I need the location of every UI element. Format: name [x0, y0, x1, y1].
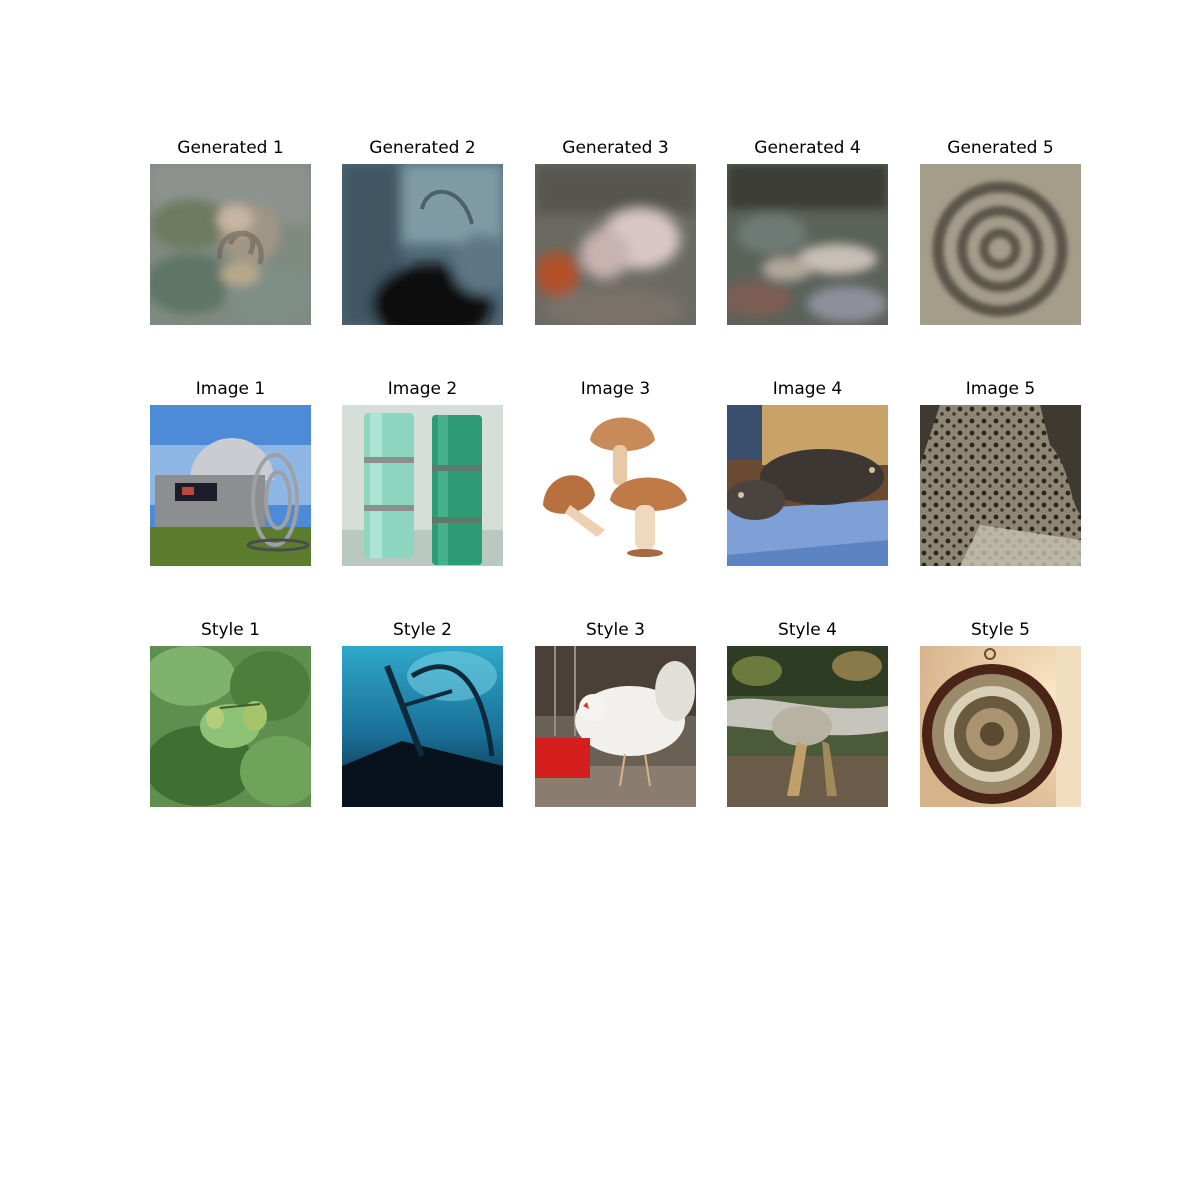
panel-style-3: Style 3	[535, 620, 696, 807]
panel-image-5: Image 5	[920, 379, 1081, 566]
panel-title: Style 5	[971, 620, 1030, 640]
style-image-1	[150, 646, 311, 807]
panel-image-1: Image 1	[150, 379, 311, 566]
generated-image-5	[920, 164, 1081, 325]
generated-image-1	[150, 164, 311, 325]
style-image-5	[920, 646, 1081, 807]
content-image-4	[727, 405, 888, 566]
panel-title: Generated 4	[754, 138, 861, 158]
panel-title: Image 4	[772, 379, 843, 399]
panel-title: Image 2	[387, 379, 458, 399]
panel-title: Image 5	[965, 379, 1036, 399]
panel-title: Generated 3	[562, 138, 669, 158]
panel-title: Style 2	[393, 620, 452, 640]
panel-image-4: Image 4	[727, 379, 888, 566]
panel-style-2: Style 2	[342, 620, 503, 807]
content-image-5	[920, 405, 1081, 566]
panel-title: Image 3	[580, 379, 651, 399]
panel-image-3: Image 3	[535, 379, 696, 566]
style-image-4	[727, 646, 888, 807]
panel-style-4: Style 4	[727, 620, 888, 807]
panel-title: Generated 5	[947, 138, 1054, 158]
generated-image-3	[535, 164, 696, 325]
panel-generated-5: Generated 5	[920, 138, 1081, 325]
panel-title: Generated 2	[369, 138, 476, 158]
content-image-1	[150, 405, 311, 566]
panel-title: Style 3	[586, 620, 645, 640]
panel-style-1: Style 1	[150, 620, 311, 807]
style-image-3	[535, 646, 696, 807]
panel-title: Style 1	[201, 620, 260, 640]
panel-title: Image 1	[195, 379, 266, 399]
panel-style-5: Style 5	[920, 620, 1081, 807]
panel-generated-2: Generated 2	[342, 138, 503, 325]
content-image-2	[342, 405, 503, 566]
style-image-2	[342, 646, 503, 807]
panel-title: Style 4	[778, 620, 837, 640]
generated-image-4	[727, 164, 888, 325]
panel-title: Generated 1	[177, 138, 284, 158]
generated-image-2	[342, 164, 503, 325]
panel-image-2: Image 2	[342, 379, 503, 566]
panel-generated-4: Generated 4	[727, 138, 888, 325]
panel-generated-3: Generated 3	[535, 138, 696, 325]
panel-generated-1: Generated 1	[150, 138, 311, 325]
content-image-3	[535, 405, 696, 566]
